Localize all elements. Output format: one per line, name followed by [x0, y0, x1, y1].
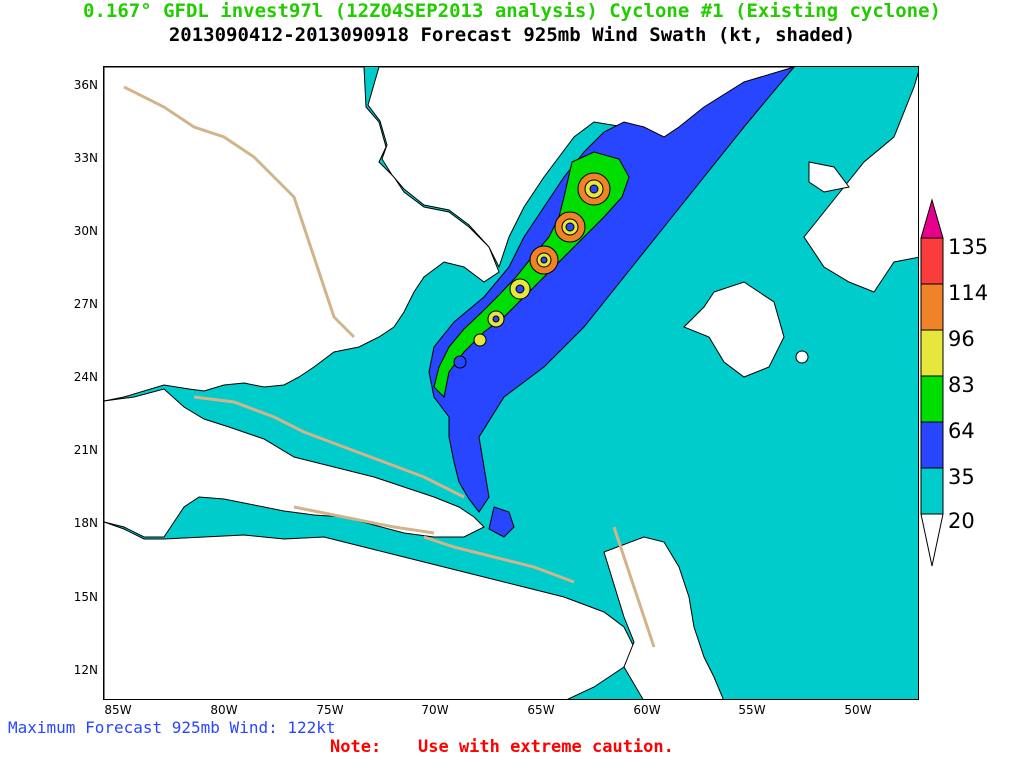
eye-2	[565, 222, 575, 232]
colorbar-label: 114	[948, 281, 989, 305]
storm-core-group	[453, 172, 611, 369]
lat-label: 33N	[73, 151, 98, 165]
lon-label: 60W	[633, 703, 661, 717]
colorbar	[920, 198, 944, 567]
note-text: Use with extreme caution.	[418, 737, 674, 757]
lat-label: 24N	[73, 370, 98, 384]
lat-label: 18N	[73, 516, 98, 530]
colorbar-label: 83	[948, 373, 975, 397]
lon-label: 85W	[104, 703, 132, 717]
colorbar-35	[920, 421, 944, 469]
colorbar-135-triangle	[920, 198, 944, 239]
chart-title: 0.167° GFDL invest97l (12Z04SEP2013 anal…	[83, 0, 941, 22]
lon-label: 50W	[844, 703, 872, 717]
colorbar-below-triangle	[920, 513, 944, 567]
lon-label: 80W	[210, 703, 238, 717]
chart-subtitle: 2013090412-2013090918 Forecast 925mb Win…	[168, 24, 856, 46]
colorbar-label: 135	[948, 235, 989, 259]
land-south-caribbean	[104, 521, 635, 699]
core-6	[473, 333, 487, 347]
coastlines	[123, 85, 656, 648]
map-svg	[104, 67, 918, 699]
swath-64kt	[433, 151, 630, 399]
colorbar-20	[920, 467, 944, 515]
lat-label: 15N	[73, 590, 98, 604]
eye-1	[589, 184, 599, 194]
lat-label: 36N	[73, 78, 98, 92]
wind-swath-map	[103, 66, 919, 700]
colorbar-label: 35	[948, 465, 975, 489]
eye-4	[515, 284, 525, 294]
max-wind-label: Maximum Forecast 925mb Wind: 122kt	[8, 718, 336, 737]
land-south-right	[603, 536, 724, 699]
land-east-dot	[795, 350, 809, 364]
land-east-patch	[803, 71, 918, 293]
lon-label: 75W	[316, 703, 344, 717]
colorbar-label: 64	[948, 419, 975, 443]
colorbar-label: 96	[948, 327, 975, 351]
colorbar-114	[920, 237, 944, 285]
colorbar-83	[920, 329, 944, 377]
lon-label: 55W	[738, 703, 766, 717]
swath-35kt	[428, 67, 795, 513]
eye-5	[492, 315, 500, 323]
lat-label: 12N	[73, 663, 98, 677]
lon-label: 70W	[421, 703, 449, 717]
colorbar-64	[920, 375, 944, 423]
land-east-patch-3	[808, 161, 850, 193]
colorbar-96	[920, 283, 944, 331]
lat-label: 30N	[73, 224, 98, 238]
lon-label: 65W	[527, 703, 555, 717]
lat-label: 21N	[73, 443, 98, 457]
land-east-patch-2	[683, 281, 785, 378]
land-gulf-caribbean	[104, 388, 485, 538]
core-7	[453, 355, 467, 369]
lat-label: 27N	[73, 297, 98, 311]
note-label: Note:	[330, 737, 382, 757]
colorbar-label: 20	[948, 509, 975, 533]
eye-3	[540, 256, 548, 264]
swath-hispaniola-tip	[488, 506, 515, 538]
